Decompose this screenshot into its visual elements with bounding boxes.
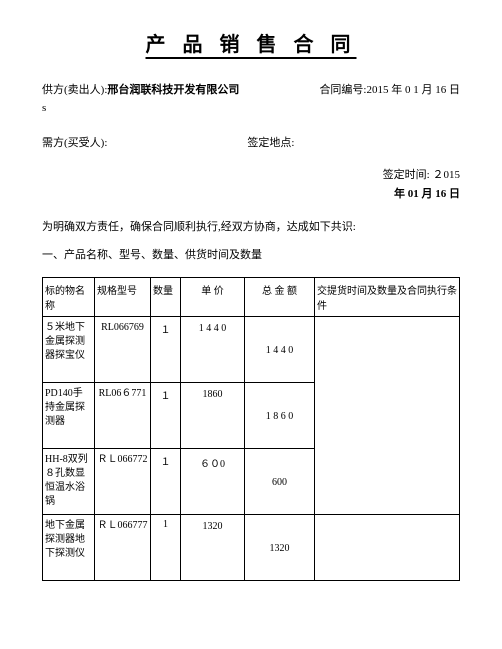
- cell-spec: ＲＬ066777: [95, 515, 151, 581]
- cell-qty: １: [151, 449, 181, 515]
- th-name: 标的物名称: [43, 278, 95, 317]
- cell-total: 1 8 6 0: [245, 383, 315, 449]
- cell-name: 地下金属探测器地下探测仪: [43, 515, 95, 581]
- cell-delivery: [315, 317, 460, 383]
- sign-place-label: 签定地点:: [247, 134, 294, 153]
- cell-name: HH-8双列８孔数显恒温水浴锅: [43, 449, 95, 515]
- th-spec: 规格型号: [95, 278, 151, 317]
- table-row: 地下金属探测器地下探测仪 ＲＬ066777 1 1320 1320: [43, 515, 460, 581]
- th-delivery: 交提货时间及数量及合同执行条件: [315, 278, 460, 317]
- section1-head: 一、产品名称、型号、数量、供货时间及数量: [42, 246, 460, 265]
- table-row: ５米地下金属探测器探宝仪 RL066769 １ 1 4 4 0 1 4 4 0: [43, 317, 460, 383]
- th-qty: 数量: [151, 278, 181, 317]
- cell-delivery: [315, 515, 460, 581]
- supplier-label: 供方(卖出人):: [42, 81, 107, 100]
- contract-no-label: 合同编号:: [319, 84, 366, 96]
- table-header-row: 标的物名称 规格型号 数量 单 价 总 金 额 交提货时间及数量及合同执行条件: [43, 278, 460, 317]
- table-row: PD140手持金属探测器 RL06６771 １ 1860 1 8 6 0: [43, 383, 460, 449]
- cell-qty: １: [151, 317, 181, 383]
- supplier-name: 邢台润联科技开发有限公司: [107, 81, 239, 100]
- intro-text: 为明确双方责任，确保合同顺利执行,经双方协商，达成如下共识:: [42, 218, 460, 237]
- sign-time-block: 签定时间: ２015 年 01 月 16 日: [42, 166, 460, 203]
- sign-time-md: 年 01 月 16 日: [394, 188, 460, 200]
- cell-price: ６０0: [181, 449, 245, 515]
- cell-price: 1320: [181, 515, 245, 581]
- th-price: 单 价: [181, 278, 245, 317]
- th-total: 总 金 额: [245, 278, 315, 317]
- cell-delivery: [315, 383, 460, 449]
- buyer-label: 需方(买受人):: [42, 134, 107, 153]
- cell-total: 600: [245, 449, 315, 515]
- cell-qty: １: [151, 383, 181, 449]
- cell-qty: 1: [151, 515, 181, 581]
- table-row: HH-8双列８孔数显恒温水浴锅 ＲＬ066772 １ ６０0 600: [43, 449, 460, 515]
- sign-time-year: ２015: [433, 169, 461, 181]
- cell-price: 1 4 4 0: [181, 317, 245, 383]
- cell-spec: RL066769: [95, 317, 151, 383]
- cell-total: 1320: [245, 515, 315, 581]
- cell-total: 1 4 4 0: [245, 317, 315, 383]
- cell-delivery: [315, 449, 460, 515]
- contract-no-value: 2015 年 0 1 月 16 日: [367, 84, 461, 96]
- product-table: 标的物名称 规格型号 数量 单 价 总 金 额 交提货时间及数量及合同执行条件 …: [42, 277, 460, 581]
- cell-name: PD140手持金属探测器: [43, 383, 95, 449]
- cell-spec: RL06６771: [95, 383, 151, 449]
- contract-no-suffix: s: [42, 102, 460, 114]
- cell-spec: ＲＬ066772: [95, 449, 151, 515]
- document-title: 产 品 销 售 合 同: [42, 28, 460, 57]
- buyer-row: 需方(买受人): 签定地点:: [42, 134, 460, 153]
- supplier-row: 供方(卖出人): 邢台润联科技开发有限公司 合同编号:2015 年 0 1 月 …: [42, 81, 460, 100]
- cell-price: 1860: [181, 383, 245, 449]
- cell-name: ５米地下金属探测器探宝仪: [43, 317, 95, 383]
- sign-time-label: 签定时间:: [383, 169, 430, 181]
